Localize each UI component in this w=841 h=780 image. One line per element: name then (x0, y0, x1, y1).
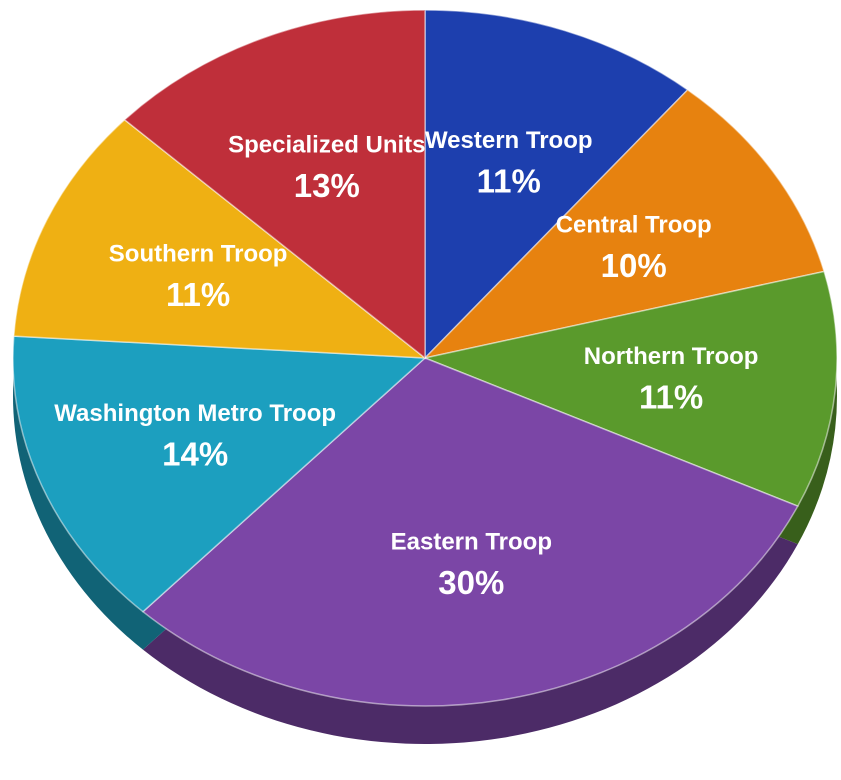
slice-value-label: 13% (294, 167, 360, 204)
slice-value-label: 11% (639, 378, 703, 415)
slice-label: Eastern Troop (391, 528, 552, 555)
slice (123, 9, 426, 360)
pie-tops (12, 9, 838, 707)
slice (12, 335, 427, 613)
slice-value-label: 10% (601, 247, 667, 284)
slice-value-label: 11% (166, 276, 230, 313)
slice-label: Central Troop (556, 211, 712, 238)
slice-label: Specialized Units (228, 132, 425, 159)
slice (424, 9, 689, 360)
pie-labels: Western Troop 11% Central Troop 10% Northern… (54, 127, 758, 601)
slice-value-label: 14% (162, 436, 228, 473)
slice-label: Western Troop (425, 127, 593, 154)
slice (422, 270, 838, 508)
slice (141, 357, 799, 707)
slice (13, 118, 428, 359)
slice-value-label: 30% (438, 564, 504, 601)
slice-label: Washington Metro Troop (54, 400, 336, 427)
slice-label: Northern Troop (584, 343, 759, 370)
slice-value-label: 11% (477, 162, 541, 199)
slice (422, 88, 826, 360)
slice-label: Southern Troop (109, 240, 288, 267)
